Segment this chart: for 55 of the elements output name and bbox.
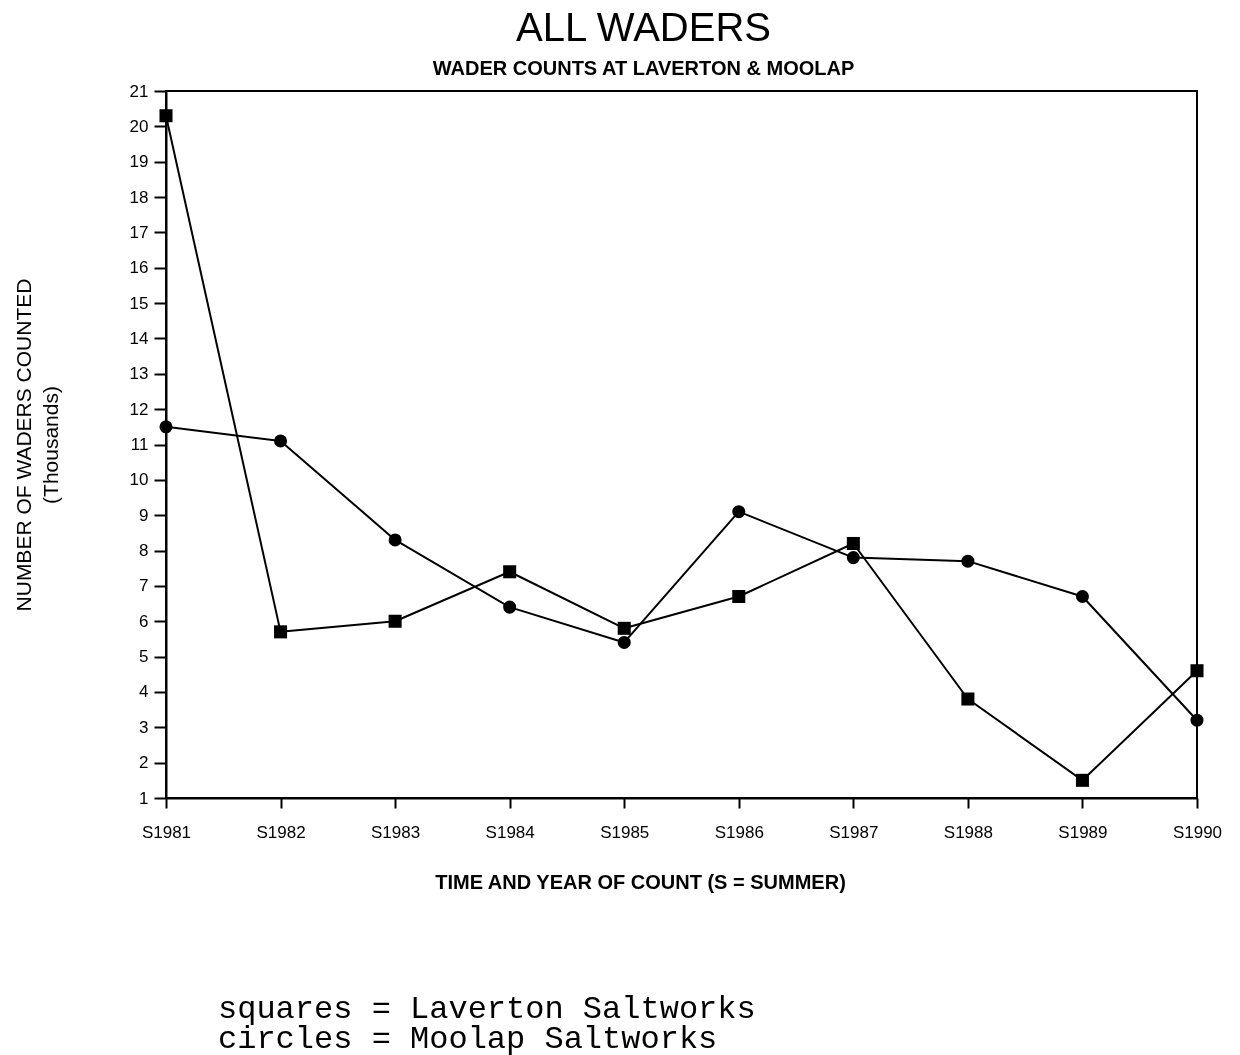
point — [1075, 590, 1089, 604]
x-tick-label: S1989 — [1058, 822, 1108, 842]
y-tick-label: 15 — [129, 293, 149, 313]
point — [961, 692, 975, 706]
y-tick-label: 12 — [129, 399, 149, 419]
y-tick-label: 4 — [139, 682, 149, 702]
y-tick-label: 13 — [129, 364, 149, 384]
point — [274, 434, 288, 448]
chart-title: ALL WADERS — [516, 5, 771, 49]
x-tick-label: S1987 — [829, 822, 879, 842]
y-tick-label: 14 — [129, 328, 149, 348]
y-tick-label: 6 — [139, 611, 149, 631]
x-axis-title: TIME AND YEAR OF COUNT (S = SUMMER) — [435, 870, 846, 893]
point — [617, 621, 631, 635]
y-tick-label: 18 — [129, 187, 149, 207]
y-tick-label: 2 — [139, 753, 149, 773]
y-tick-label: 16 — [129, 258, 149, 278]
y-tick-label: 5 — [139, 647, 149, 667]
y-tick-label: 7 — [139, 576, 149, 596]
point — [388, 614, 402, 628]
chart-subtitle: WADER COUNTS AT LAVERTON & MOOLAP — [432, 57, 855, 79]
y-axis-title: NUMBER OF WADERS COUNTED (Thousands) — [11, 278, 62, 612]
y-tick-label: 11 — [130, 435, 149, 454]
point — [388, 533, 402, 547]
x-tick-label: S1983 — [371, 822, 421, 842]
point — [159, 420, 173, 434]
y-tick-label: 21 — [129, 81, 149, 101]
point — [617, 635, 631, 649]
x-tick-label: S1981 — [141, 822, 192, 842]
y-tick-label: 3 — [139, 717, 149, 737]
y-tick-label: 19 — [129, 152, 149, 172]
x-tick-label: S1982 — [256, 822, 306, 842]
y-tick-label: 1 — [139, 788, 149, 808]
y-tick-label: 20 — [129, 116, 149, 136]
y-tick-label: 9 — [139, 505, 149, 525]
point — [961, 554, 975, 568]
x-tick-label: S1984 — [485, 822, 535, 842]
point — [846, 551, 860, 565]
x-tick-label: S1988 — [943, 822, 993, 842]
x-tick-label: S1990 — [1172, 822, 1223, 842]
x-tick-label: S1986 — [714, 822, 764, 842]
point — [846, 536, 860, 550]
point — [274, 625, 288, 639]
y-tick-label: 8 — [139, 541, 149, 561]
y-tick-label: 17 — [129, 222, 149, 242]
point — [732, 589, 746, 604]
point — [732, 505, 746, 519]
point — [1190, 713, 1204, 727]
x-tick-label: S1985 — [600, 822, 650, 842]
point — [503, 600, 517, 614]
point — [1190, 664, 1204, 678]
point — [503, 565, 517, 579]
point — [159, 109, 173, 123]
y-tick-label: 10 — [129, 470, 149, 490]
point — [1075, 773, 1089, 787]
